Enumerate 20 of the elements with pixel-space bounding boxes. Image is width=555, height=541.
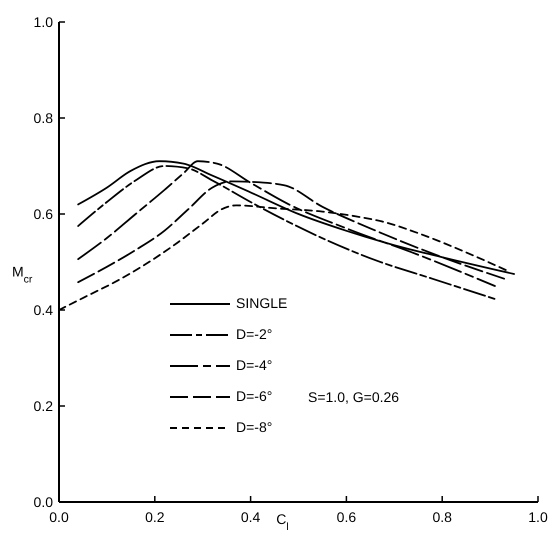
x-tick-label: 0.0 xyxy=(49,509,69,525)
x-tick-label: 0.8 xyxy=(432,509,452,525)
y-tick-label: 0.4 xyxy=(34,302,54,318)
x-axis-title: C$_{l}$ xyxy=(276,511,289,533)
legend-label: D=-8° xyxy=(236,419,272,435)
y-tick-label: 0.8 xyxy=(34,110,54,126)
y-axis-title: M$_{cr}$ xyxy=(12,263,33,286)
y-tick-label: 0.0 xyxy=(34,494,54,510)
y-tick-label: 0.2 xyxy=(34,398,54,414)
x-tick-label: 0.4 xyxy=(240,509,261,525)
x-tick-label: 0.6 xyxy=(336,509,356,525)
annotation: S=1.0, G=0.26 xyxy=(308,389,400,405)
legend-label: D=-2° xyxy=(236,326,272,342)
legend-label: D=-4° xyxy=(236,357,272,373)
legend-label: D=-6° xyxy=(236,388,272,404)
x-tick-label: 1.0 xyxy=(528,509,548,525)
x-tick-label: 0.2 xyxy=(145,509,165,525)
legend-label: SINGLE xyxy=(236,295,288,311)
y-tick-label: 0.6 xyxy=(34,206,54,222)
y-tick-label: 1.0 xyxy=(34,14,54,30)
